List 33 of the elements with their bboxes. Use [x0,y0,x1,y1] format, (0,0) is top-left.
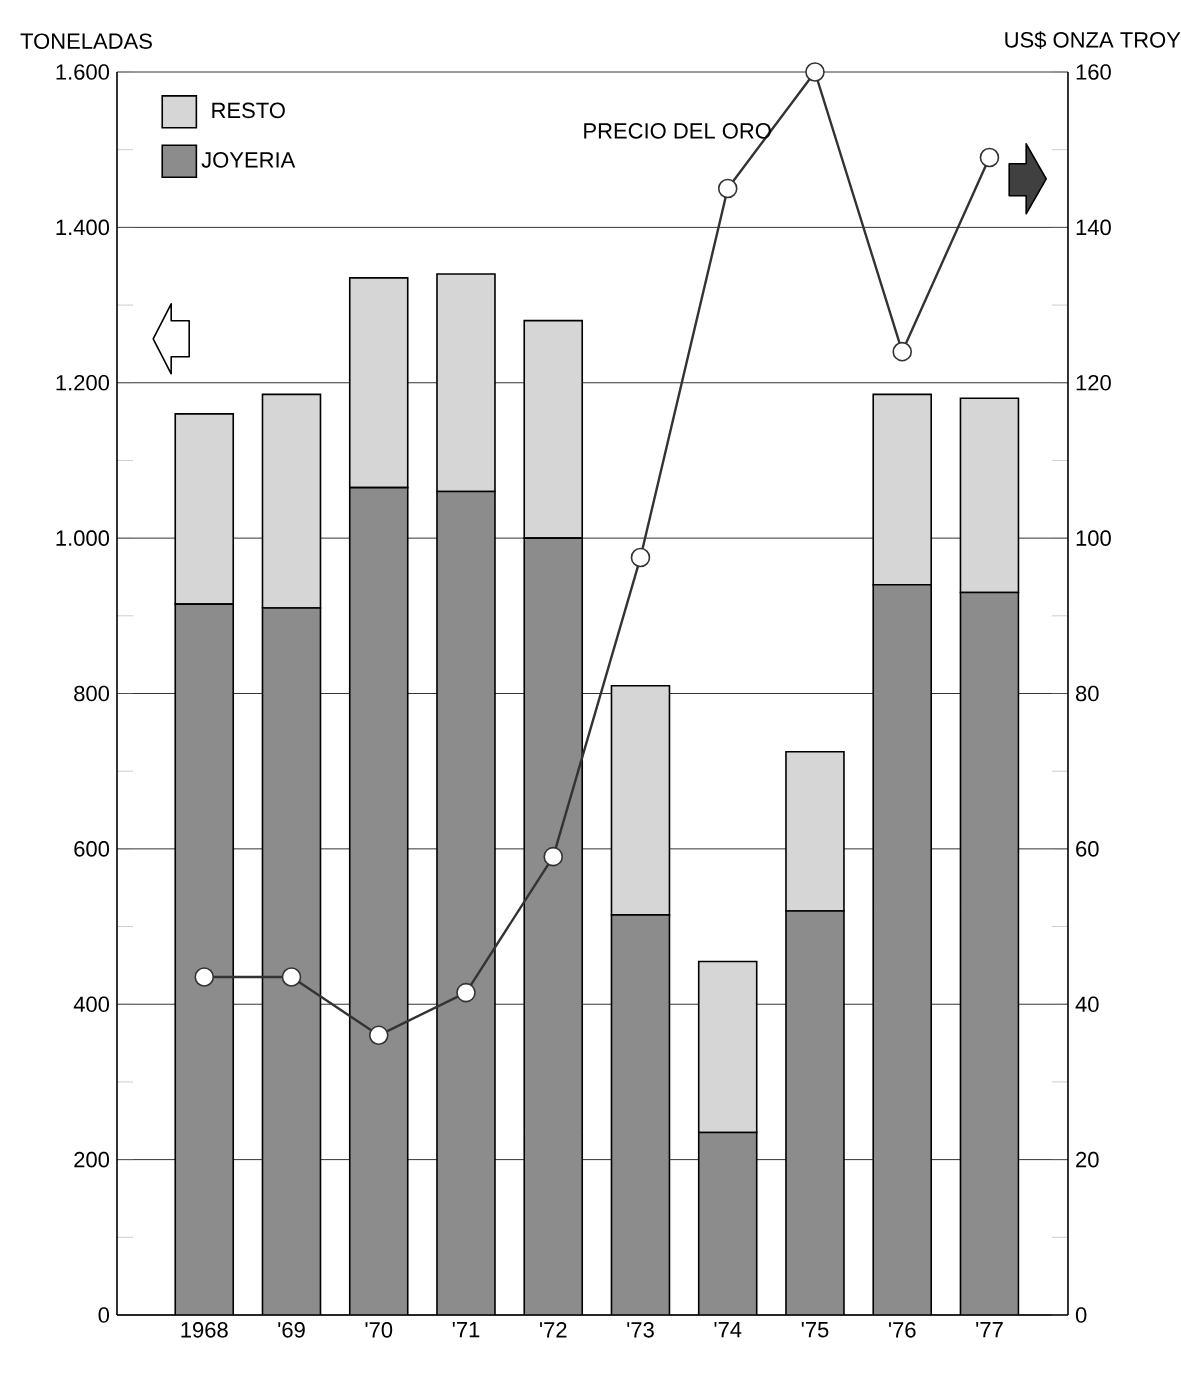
y2-tick-label: 0 [1075,1307,1087,1323]
x-tick-label: '69 [278,1322,305,1338]
x-tick-label: '76 [889,1322,916,1338]
y-tick-label: 200 [74,1151,110,1168]
y2-tick-label: 140 [1076,219,1111,236]
y-tick-label: 1.200 [56,374,110,391]
x-tick-label: '71 [452,1322,480,1338]
y2-tick-label: 40 [1075,996,1099,1013]
legend-label: RESTO [212,102,285,119]
y2-tick-label: 80 [1076,685,1099,702]
x-tick-label: '74 [714,1322,742,1338]
y2-tick-label: 60 [1076,841,1099,857]
y-tick-label: 1.600 [56,64,110,80]
y-tick-label: 400 [73,996,110,1013]
x-tick-label: '70 [365,1322,393,1338]
y2-tick-label: 120 [1076,374,1111,391]
y-tick-label: 1.000 [56,530,110,546]
legend-label: JOYERIA [201,152,296,168]
x-tick-label: '75 [801,1322,829,1338]
series-label: PRECIO DEL ORO [584,123,771,139]
x-tick-label: '73 [627,1322,654,1338]
y2-tick-label: 20 [1076,1151,1099,1168]
y-tick-label: 600 [74,841,110,857]
y2-tick-label: 160 [1076,64,1111,80]
x-tick-label: 1968 [181,1322,228,1338]
y-tick-label: 800 [74,685,110,702]
y-tick-label: 1.400 [56,219,110,236]
y2-axis-title: US$ ONZA TROY [1005,31,1181,49]
x-tick-label: '72 [540,1322,567,1338]
y-axis-title: TONELADAS [20,33,152,49]
y2-tick-label: 100 [1076,530,1111,546]
x-tick-label: '77 [976,1322,1003,1338]
y-tick-label: 0 [98,1307,110,1323]
